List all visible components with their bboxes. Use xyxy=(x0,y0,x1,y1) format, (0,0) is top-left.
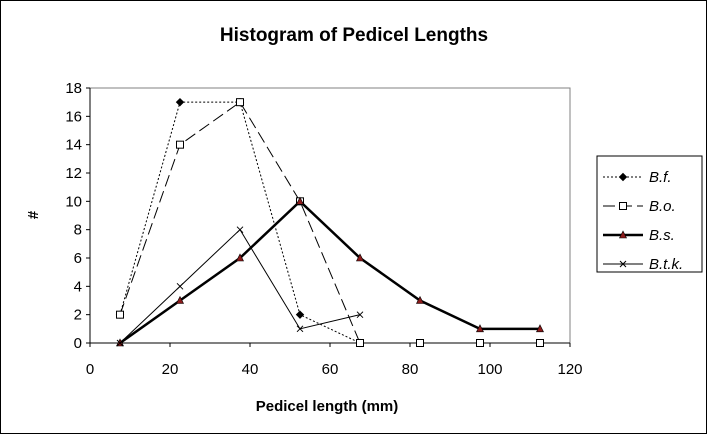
data-point xyxy=(536,339,544,347)
data-point xyxy=(536,324,544,333)
legend-entry: B.t.k. xyxy=(603,256,683,273)
data-point xyxy=(356,253,364,262)
x-tick-label: 60 xyxy=(322,361,339,378)
data-point xyxy=(116,339,124,347)
y-axis: 0 2 4 6 8 10 12 14 16 18 xyxy=(65,80,91,352)
legend-entry: B.o. xyxy=(603,198,676,215)
legend-marker xyxy=(618,172,628,182)
legend-entry: B.f. xyxy=(603,169,672,186)
legend-label: B.f. xyxy=(649,169,672,186)
legend-marker xyxy=(619,260,627,268)
data-point xyxy=(236,98,244,107)
data-point xyxy=(176,282,184,290)
legend-box xyxy=(596,155,703,273)
legend-label: B.o. xyxy=(649,198,676,215)
y-tick-label: 0 xyxy=(74,335,82,352)
data-point xyxy=(296,196,304,205)
y-axis-label: # xyxy=(25,210,42,219)
y-tick-label: 14 xyxy=(65,137,82,154)
legend-label: B.s. xyxy=(649,227,675,244)
x-tick-label: 80 xyxy=(402,361,419,378)
y-tick-label: 10 xyxy=(65,193,82,210)
y-tick-label: 2 xyxy=(74,307,82,324)
data-point xyxy=(175,97,185,107)
x-tick-label: 20 xyxy=(162,361,179,378)
y-tick-label: 16 xyxy=(65,108,82,125)
data-point xyxy=(476,339,484,347)
x-tick-label: 120 xyxy=(557,361,582,378)
data-point xyxy=(476,324,484,333)
data-point xyxy=(356,339,364,347)
data-point xyxy=(416,295,424,304)
x-axis-label: Pedicel length (mm) xyxy=(256,398,399,415)
data-point xyxy=(416,339,424,347)
series-group xyxy=(115,97,544,348)
legend-entry: B.s. xyxy=(603,227,675,244)
series-line xyxy=(119,199,540,345)
data-point xyxy=(296,325,304,333)
x-tick-label: 0 xyxy=(86,361,94,378)
y-tick-label: 8 xyxy=(74,222,82,239)
series-line xyxy=(119,101,540,344)
y-tick-label: 18 xyxy=(65,80,82,97)
series-3 xyxy=(116,196,544,347)
y-tick-label: 6 xyxy=(74,250,82,267)
legend-marker xyxy=(619,202,627,210)
series-4 xyxy=(116,226,364,347)
data-point xyxy=(295,310,305,319)
y-tick-label: 4 xyxy=(74,278,82,295)
y-tick-label: 12 xyxy=(65,165,82,182)
data-point xyxy=(176,295,184,304)
chart-title: Histogram of Pedicel Lengths xyxy=(220,25,488,46)
data-point xyxy=(356,311,364,319)
data-point xyxy=(236,226,244,234)
plot-area xyxy=(89,87,571,344)
legend: B.f. B.o. B.s. B.t.k. xyxy=(596,155,703,273)
data-point xyxy=(236,253,244,262)
x-axis: 0 20 40 60 80 100 120 xyxy=(86,342,583,378)
data-point xyxy=(116,310,124,319)
x-tick-label: 40 xyxy=(242,361,259,378)
x-tick-label: 100 xyxy=(477,361,502,378)
legend-label: B.t.k. xyxy=(649,256,683,273)
legend-marker xyxy=(619,230,627,239)
data-point xyxy=(176,140,184,149)
